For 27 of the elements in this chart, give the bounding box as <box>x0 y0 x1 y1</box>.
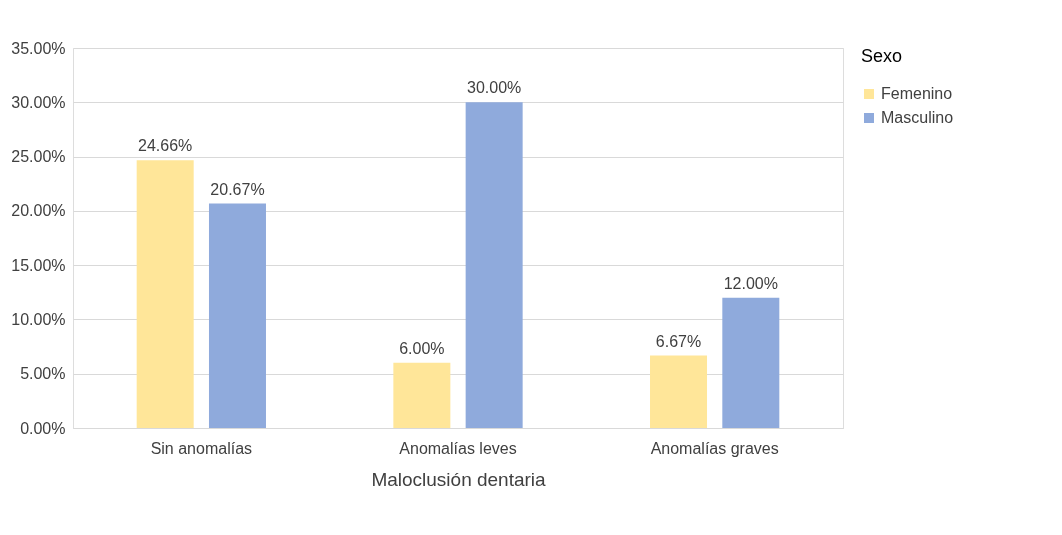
y-tick-label: 0.00% <box>20 419 66 437</box>
y-tick-label: 20.00% <box>11 202 66 220</box>
data-label: 6.67% <box>655 332 702 350</box>
bar <box>208 203 266 428</box>
bar <box>136 160 194 428</box>
x-axis-title: Maloclusión dentaria <box>371 468 547 490</box>
x-tick-label: Anomalías graves <box>650 439 779 457</box>
y-tick-label: 30.00% <box>11 93 66 111</box>
data-label: 20.67% <box>210 180 265 198</box>
legend-label: Femenino <box>881 85 953 102</box>
data-label: 30.00% <box>467 79 522 97</box>
data-label: 6.00% <box>399 339 445 357</box>
y-tick-label: 10.00% <box>11 310 66 328</box>
bar <box>465 102 523 428</box>
bar <box>650 355 708 428</box>
y-tick-label: 35.00% <box>11 39 66 57</box>
y-tick-label: 5.00% <box>20 365 66 383</box>
y-tick-label: 15.00% <box>11 256 66 274</box>
y-tick-label: 25.00% <box>11 148 66 166</box>
x-tick-label: Sin anomalías <box>150 439 253 457</box>
bar <box>393 362 451 428</box>
legend-label: Masculino <box>881 109 954 126</box>
bar <box>722 297 780 428</box>
x-tick-label: Anomalías leves <box>399 439 517 457</box>
legend-title: Sexo <box>861 46 903 66</box>
data-label: 12.00% <box>723 274 778 292</box>
data-label: 24.66% <box>138 137 193 155</box>
